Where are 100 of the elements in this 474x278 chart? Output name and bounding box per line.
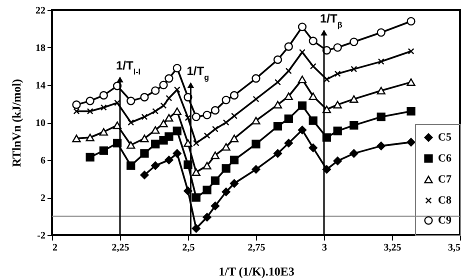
point [172,149,182,158]
x-tick-label: 2 [52,242,58,254]
y-tick-label: 22 [36,6,46,16]
point [166,94,172,102]
point [376,112,386,122]
point [164,74,174,83]
point [308,116,318,125]
point [222,96,230,104]
point [222,119,230,126]
point [273,149,282,158]
point [230,91,239,100]
point [285,68,292,74]
point [172,64,182,72]
point [231,112,238,120]
point [252,74,260,83]
point [72,100,81,109]
point [114,100,120,106]
point [192,140,200,146]
point [212,126,218,132]
x-axis-title: 1/T (1/K).10E3 [218,264,294,278]
point [333,43,342,52]
y-tick-label: -2 [37,230,46,242]
x-tick-label: 3 [322,242,327,254]
point [140,170,149,180]
point [252,96,260,102]
point [222,188,230,196]
point [202,186,212,194]
point [86,96,94,106]
point [230,179,239,188]
point [192,193,200,202]
point [299,48,306,56]
point [406,16,416,26]
point [210,202,220,210]
point [273,122,282,131]
legend-label: C7 [438,174,452,186]
annotation: 1/T$_{g}$ [186,64,210,82]
y-tick-label: 10 [36,118,46,129]
x-tick-label: 2,5 [182,242,195,254]
point [350,66,358,72]
legend-label: C9 [438,214,452,226]
point [284,92,293,100]
point [99,128,108,136]
point [333,100,342,108]
point [160,102,167,109]
point [152,108,159,114]
point [151,86,160,95]
point [406,78,416,86]
point [86,152,94,162]
point [222,164,230,173]
point [284,138,293,148]
point [202,212,212,222]
point [86,134,94,142]
point [99,91,108,100]
point [192,168,200,176]
y-axis-title: RTlnVn (kJ/mol) [10,79,24,167]
point [192,112,200,122]
point [164,132,174,141]
point [406,138,416,146]
point [310,63,316,70]
point [164,114,174,122]
x-tick-label: 3,5 [448,242,460,254]
point [86,108,94,114]
point [140,149,149,158]
x-tick-label: 2,75 [248,242,266,254]
point [230,156,239,164]
point [172,126,182,136]
point [128,119,134,126]
point [252,165,260,174]
point [202,110,212,120]
point [159,80,168,90]
point [99,146,108,155]
point [210,176,220,185]
legend-label: C5 [438,132,452,144]
point [151,140,160,148]
point [222,143,230,151]
point [324,76,330,83]
point [210,106,220,115]
point [159,120,168,128]
point [376,86,386,94]
point [308,92,318,100]
point [192,224,200,233]
point [284,42,293,51]
y-tick-label: 2 [40,193,46,204]
point [298,76,307,84]
point [350,95,358,103]
point [334,70,341,77]
point [333,126,342,136]
point [112,122,122,130]
annotation: 1/T$_{β}$ [320,12,342,30]
point [298,22,307,32]
point [378,58,384,65]
point [172,107,182,116]
point [184,139,192,147]
point [100,104,107,111]
point [333,156,342,166]
point [273,55,282,64]
point [126,141,136,149]
x-tick-label: 2,25 [112,242,130,254]
point [408,48,414,54]
point [252,140,260,148]
